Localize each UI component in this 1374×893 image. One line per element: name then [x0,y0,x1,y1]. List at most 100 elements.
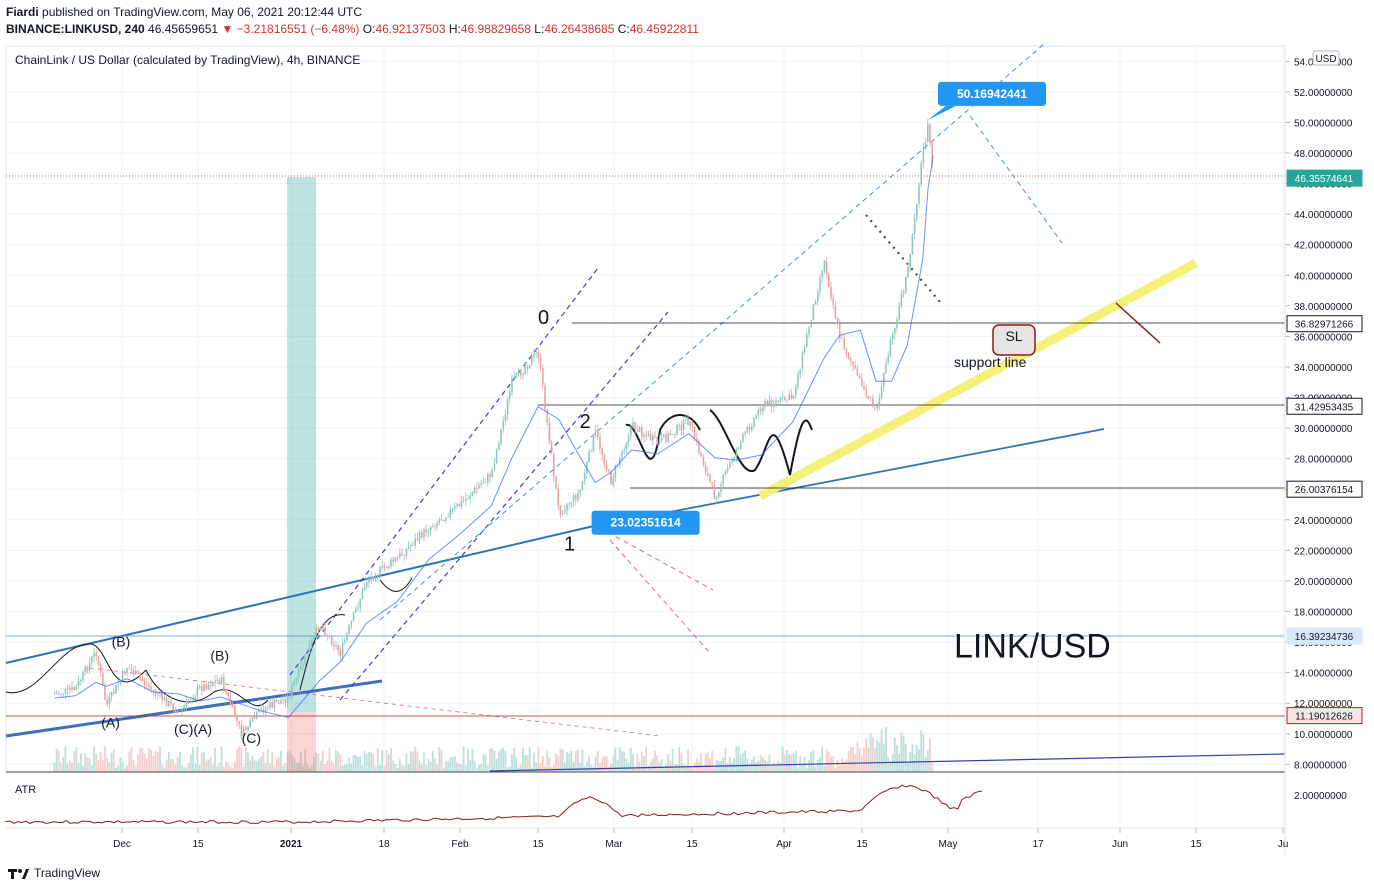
volume-bar [781,746,784,772]
stop-zone[interactable] [287,712,316,772]
candle-body [671,434,674,436]
volume-bar [515,756,518,772]
volume-bar [876,740,879,772]
candle-body [907,266,909,277]
candle-body [634,422,636,430]
volume-bar [121,761,124,772]
long-position-zone[interactable] [287,177,316,712]
volume-bar [460,764,463,772]
candle-body [348,625,350,634]
volume-bar [493,750,496,772]
volume-bar [920,730,923,772]
chart-title: ChainLink / US Dollar (calculated by Tra… [15,53,360,67]
y-tick-label: 24.00000000 [1294,516,1353,527]
volume-bar [841,757,843,772]
candle-body [660,437,663,441]
volume-bar [882,743,885,772]
candle-body [874,407,876,409]
volume-bar [106,757,109,772]
callout-label: 23.02351614 [611,516,681,530]
candle-body [539,357,542,369]
candle-body [691,421,694,427]
red-projection-b [609,539,710,653]
candle-body [548,421,551,444]
candle-body [649,434,652,441]
candle-body [368,579,370,583]
x-tick-label: 15 [686,839,698,850]
currency-badge[interactable]: USD [1315,54,1336,65]
candle-body [504,414,507,421]
volume-bar [638,762,641,772]
candle-body [150,687,152,690]
candle-body [388,566,390,569]
candle-body [414,538,416,546]
volume-bar [368,752,370,772]
volume-bar [673,763,676,772]
candle-body [88,662,91,672]
candle-body [577,492,579,500]
candle-body [421,532,423,538]
volume-bar [535,762,538,772]
bottom-trend-line [489,753,1286,772]
volume-bar [64,746,67,772]
candle-body [676,425,678,435]
candle-body [194,696,196,700]
drawings[interactable] [5,43,1286,772]
candle-body [568,503,570,505]
volume-bar [260,756,263,772]
volume-bar [225,761,227,772]
candle-body [601,448,603,456]
volume-bar [462,746,465,772]
volume-bar [537,746,540,772]
candle-body [700,452,702,457]
author-name[interactable]: Fiardi [6,5,39,19]
candle-body [839,323,841,339]
candle-body [759,409,762,412]
volume-bar [614,747,617,772]
candle-body [535,352,537,354]
volume-bar [504,751,507,772]
candle-body [806,334,808,347]
price-chart[interactable]: 0 2 1 support line SL LINK/USD (A) (B) (C)(A) (B)… [0,40,1374,860]
candle-body [621,451,623,458]
volume-bar [887,757,890,772]
time-axis[interactable]: Dec 15 2021 18 Feb 15 Mar 15 Apr 15 May 17 Jun 15 Ju [113,828,1288,850]
volume-bar [82,766,84,772]
candle-body [436,522,438,527]
candle-body [445,517,447,521]
candle-body [220,676,223,683]
candle-body [181,708,183,711]
volume-bar [687,749,689,772]
candle-body [682,420,685,431]
candle-body [751,426,753,431]
volume-bar [387,754,390,772]
tradingview-brand[interactable]: TradingView [34,866,101,880]
candle-body [467,498,469,500]
candle-body [165,697,168,707]
volume-bar [845,759,848,772]
volume-bar [478,764,480,772]
candle-body [810,320,812,328]
footer: TradingView [8,866,100,880]
candle-body [766,400,768,405]
volume-bar [682,763,685,772]
volume-bar [506,767,509,772]
candle-body [62,693,64,695]
candle-body [575,494,577,500]
volume-bar [187,762,190,772]
volume-bar [484,754,487,772]
volume-bar [332,763,335,772]
volume-bar [295,762,298,772]
volume-bar [255,760,258,772]
volume-bar [207,759,210,772]
y-tick-label: 52.00000000 [1294,88,1353,99]
candle-body [863,386,865,390]
volume-bar [326,760,329,772]
x-tick-label: 15 [1190,839,1202,850]
candle-body [522,373,524,376]
candle-body [663,434,665,438]
candle-body [643,435,645,437]
volume-bar [71,762,73,772]
candle-body [253,717,256,719]
volume-bar [385,750,388,772]
